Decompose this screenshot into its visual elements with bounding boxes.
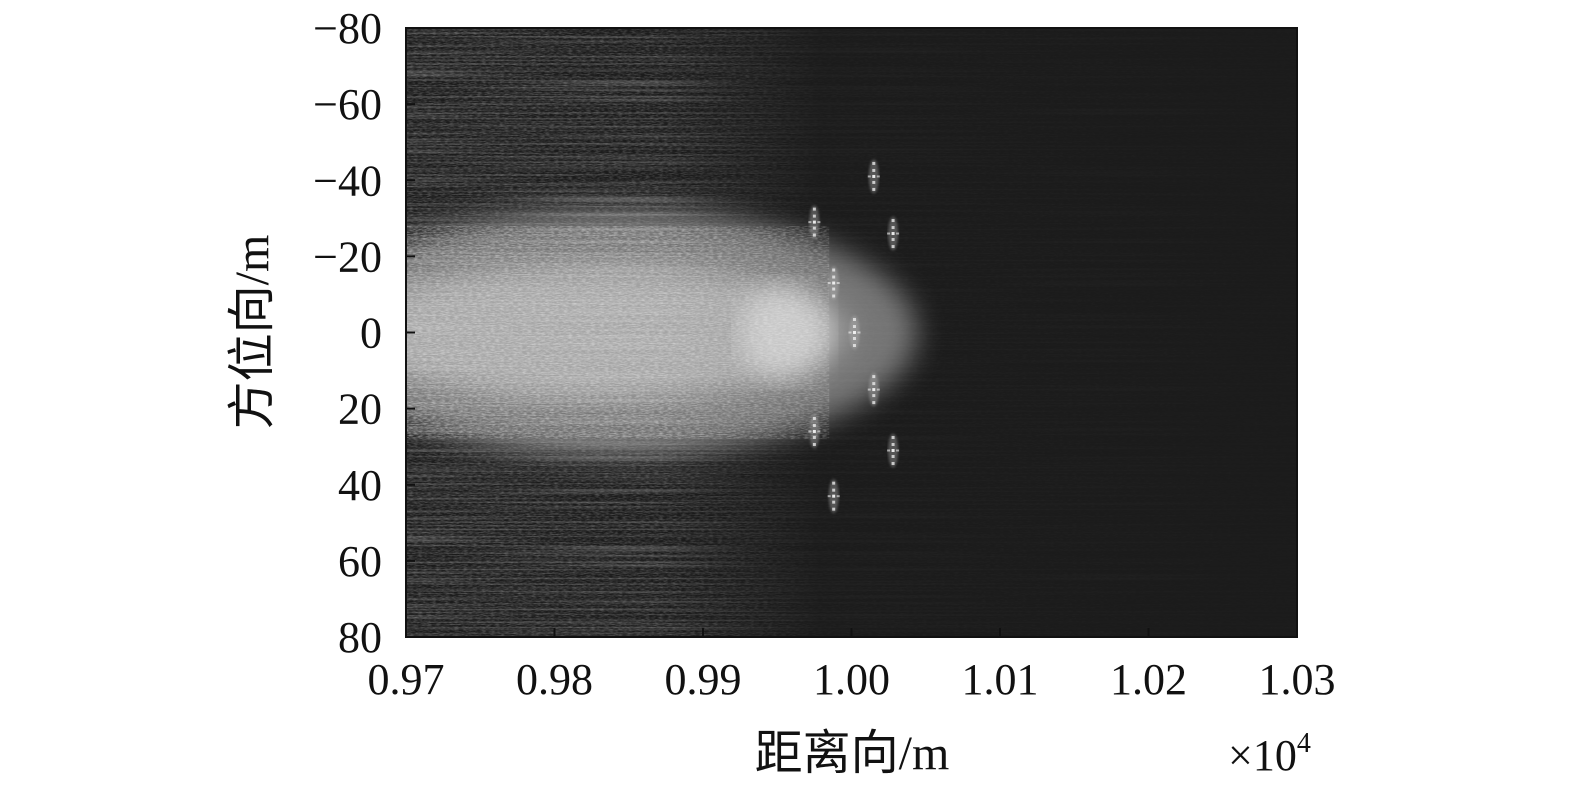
point-target	[867, 372, 880, 407]
x-tick-label: 0.98	[516, 655, 593, 704]
point-target	[887, 216, 900, 251]
y-tick-label: 60	[338, 537, 382, 586]
y-axis-label: 方位向/m	[226, 235, 279, 430]
y-tick-label: 80	[338, 613, 382, 662]
point-targets	[808, 159, 900, 514]
point-target	[848, 315, 861, 350]
point-target	[808, 414, 821, 449]
point-target	[867, 159, 880, 194]
y-tick-label: −40	[313, 156, 382, 205]
x-axis-multiplier: ×104	[1228, 728, 1311, 780]
x-tick-label: 0.97	[368, 655, 445, 704]
point-target	[827, 479, 840, 514]
point-target	[827, 266, 840, 301]
y-tick-label: 40	[338, 461, 382, 510]
x-tick-label: 1.01	[962, 655, 1039, 704]
x-tick-label: 1.02	[1110, 655, 1187, 704]
x-axis-label: 距离向/m	[755, 727, 950, 780]
y-tick-label: −60	[313, 80, 382, 129]
point-target	[887, 433, 900, 468]
point-target	[808, 205, 821, 240]
y-tick-label: −80	[313, 4, 382, 53]
y-tick-label: 20	[338, 385, 382, 434]
x-tick-label: 1.00	[813, 655, 890, 704]
y-tick-label: −20	[313, 232, 382, 281]
x-tick-label: 0.99	[665, 655, 742, 704]
y-tick-label: 0	[360, 309, 382, 358]
x-tick-label: 1.03	[1259, 655, 1336, 704]
